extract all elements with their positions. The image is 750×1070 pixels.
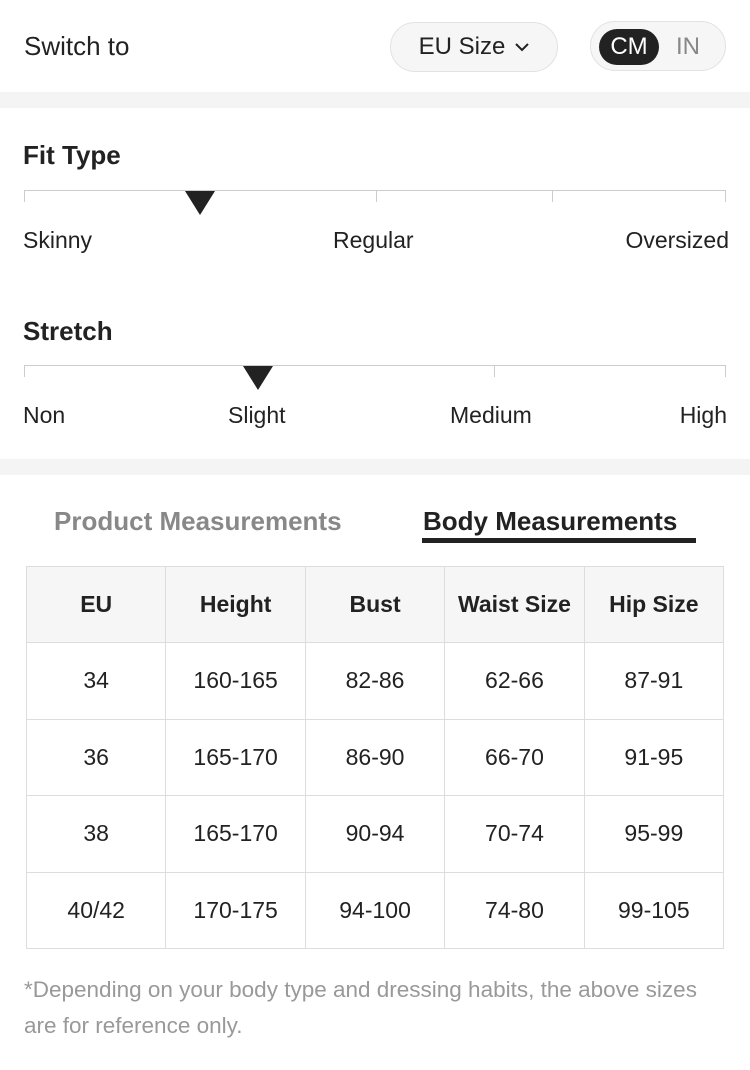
header-height: Height (165, 566, 306, 643)
table-row: 38 165-170 90-94 70-74 95-99 (25, 795, 725, 873)
fit-type-marker-icon (184, 191, 215, 215)
header-bust: Bust (304, 566, 446, 643)
table-cell: 36 (25, 718, 167, 796)
fit-label-skinny: Skinny (23, 227, 93, 253)
fit-type-title: Fit Type (23, 140, 121, 170)
tab-body-measurements[interactable]: Body Measurements (423, 506, 678, 536)
table-cell: 86-90 (304, 718, 446, 796)
fit-label-oversized: Oversized (625, 227, 729, 253)
tab-product-measurements[interactable]: Product Measurements (54, 506, 342, 536)
size-system-dropdown[interactable]: EU Size (390, 22, 558, 72)
table-cell: 34 (25, 642, 167, 720)
unit-in-button[interactable]: IN (676, 33, 700, 60)
stretch-label-medium: Medium (450, 402, 532, 428)
header-eu: EU (25, 566, 167, 643)
active-tab-indicator (422, 538, 696, 543)
table-cell: 87-91 (583, 642, 725, 720)
chevron-down-icon (515, 43, 530, 52)
unit-cm-button[interactable]: CM (599, 29, 659, 65)
fit-type-scale (24, 190, 726, 191)
scale-tick (494, 365, 495, 377)
unit-toggle[interactable]: CM IN (590, 21, 726, 71)
stretch-label-high: High (679, 402, 727, 428)
scale-tick (725, 365, 726, 377)
table-cell: 70-74 (444, 795, 585, 873)
table-cell: 91-95 (583, 718, 725, 796)
table-cell: 95-99 (583, 795, 725, 873)
table-cell: 62-66 (444, 642, 585, 720)
stretch-label-slight: Slight (228, 402, 286, 428)
table-row: 34 160-165 82-86 62-66 87-91 (25, 642, 725, 720)
table-cell: 40/42 (25, 871, 167, 949)
table-row: 36 165-170 86-90 66-70 91-95 (25, 718, 725, 796)
table-cell: 82-86 (304, 642, 446, 720)
scale-tick (24, 190, 25, 202)
header-waist: Waist Size (444, 566, 585, 643)
stretch-label-non: Non (23, 402, 66, 428)
section-divider (0, 92, 750, 108)
header-hip: Hip Size (583, 566, 725, 643)
size-table: EU Height Bust Waist Size Hip Size 34 160… (25, 566, 725, 949)
table-cell: 165-170 (165, 718, 306, 796)
scale-tick (24, 365, 25, 377)
stretch-scale (24, 365, 726, 366)
table-row: 40/42 170-175 94-100 74-80 99-105 (25, 871, 725, 949)
table-cell: 160-165 (165, 642, 306, 720)
reference-note: *Depending on your body type and dressin… (24, 977, 697, 1038)
scale-tick (552, 190, 553, 202)
table-cell: 66-70 (444, 718, 585, 796)
section-divider (0, 459, 750, 475)
stretch-marker-icon (242, 366, 273, 390)
table-cell: 90-94 (304, 795, 446, 873)
table-cell: 94-100 (304, 871, 446, 949)
table-cell: 165-170 (165, 795, 306, 873)
scale-tick (725, 190, 726, 202)
stretch-title: Stretch (23, 316, 113, 346)
fit-label-regular: Regular (333, 227, 414, 253)
switch-to-label: Switch to (24, 31, 130, 61)
size-system-value: EU Size (418, 33, 506, 60)
table-cell: 170-175 (165, 871, 306, 949)
scale-tick (376, 190, 377, 202)
table-header-row: EU Height Bust Waist Size Hip Size (25, 566, 725, 643)
table-cell: 99-105 (583, 871, 725, 949)
table-cell: 38 (25, 795, 167, 873)
table-cell: 74-80 (444, 871, 585, 949)
